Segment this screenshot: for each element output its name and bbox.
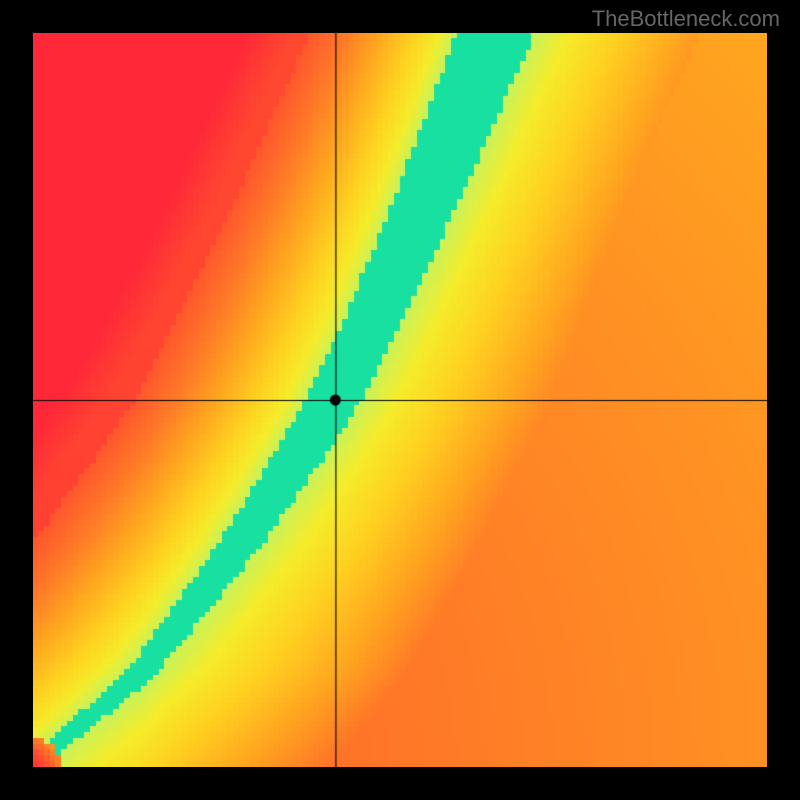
bottleneck-heatmap (33, 33, 767, 767)
chart-container: { "watermark": "TheBottleneck.com", "cha… (0, 0, 800, 800)
watermark-text: TheBottleneck.com (592, 6, 780, 32)
